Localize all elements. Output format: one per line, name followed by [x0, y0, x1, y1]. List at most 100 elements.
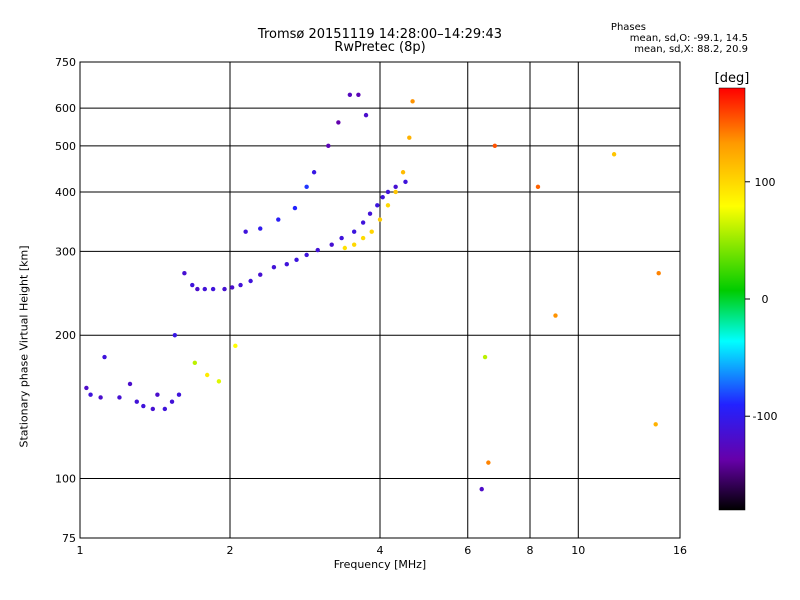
data-point: [271, 264, 277, 270]
grid: [80, 62, 680, 538]
data-point: [229, 285, 235, 290]
y-tick-label: 200: [55, 329, 76, 342]
data-point: [276, 217, 281, 222]
data-point: [329, 242, 334, 247]
data-point: [393, 189, 398, 195]
x-tick-label: 4: [377, 544, 384, 557]
y-tick-label: 400: [55, 186, 76, 199]
data-point: [182, 271, 187, 276]
data-point: [155, 392, 160, 397]
data-point: [535, 184, 541, 190]
data-point: [656, 271, 661, 276]
data-point: [653, 422, 658, 427]
data-point: [190, 282, 195, 288]
colorbar-label: [deg]: [715, 71, 750, 86]
data-point: [410, 99, 415, 104]
x-tick-label: 1: [77, 544, 84, 557]
data-point: [356, 92, 361, 97]
y-tick-label: 100: [55, 473, 76, 486]
data-point: [233, 343, 238, 349]
y-tick-label: 75: [62, 532, 76, 545]
data-point: [553, 313, 558, 318]
data-point: [367, 211, 373, 216]
data-point: [238, 282, 243, 288]
data-point: [210, 286, 216, 292]
colorbar-tick-label: 0: [762, 293, 769, 306]
data-point: [222, 286, 227, 292]
data-point: [162, 406, 168, 412]
y-tick-label: 750: [55, 56, 76, 69]
data-point: [243, 229, 248, 234]
data-point: [258, 272, 263, 277]
data-point: [248, 278, 253, 284]
data-point: [117, 395, 122, 400]
colorbar-ticks: 100 0 -100: [745, 176, 777, 423]
data-point: [369, 229, 374, 234]
data-point: [400, 170, 406, 175]
data-point: [385, 203, 391, 208]
data-point: [479, 486, 484, 492]
data-point: [258, 226, 263, 231]
data-point: [304, 184, 309, 190]
y-tick-label: 600: [55, 102, 76, 115]
data-point: [336, 120, 341, 125]
data-point: [342, 245, 348, 251]
data-point: [84, 385, 89, 391]
data-point: [204, 372, 210, 378]
data-point: [492, 143, 498, 149]
data-point: [150, 406, 156, 412]
stats-header: Phases: [610, 22, 646, 33]
data-point: [380, 194, 385, 200]
data-point: [292, 205, 298, 211]
data-point: [486, 460, 491, 465]
x-tick-label: 10: [571, 544, 585, 557]
data-point: [195, 286, 200, 292]
data-point: [326, 143, 331, 149]
data-point: [363, 112, 369, 118]
x-axis-label: Frequency [MHz]: [333, 558, 427, 571]
data-point: [611, 152, 617, 157]
data-point: [294, 257, 299, 263]
chart-subtitle: RwPretec (8p): [334, 40, 426, 55]
colorbar: [718, 87, 746, 511]
data-point: [375, 203, 380, 208]
chart-title: Tromsø 20151119 14:28:00–14:29:43: [257, 27, 503, 42]
data-point: [88, 392, 93, 397]
x-tick-label: 6: [464, 544, 471, 557]
data-point: [360, 220, 366, 225]
data-point: [377, 217, 383, 222]
data-point: [216, 379, 222, 384]
x-tick-label: 2: [227, 544, 234, 557]
data-point: [102, 354, 107, 360]
data-point: [407, 135, 412, 140]
data-point: [360, 235, 366, 241]
data-point: [347, 92, 353, 97]
data-point: [385, 189, 391, 195]
data-point: [339, 235, 344, 241]
data-points: [84, 92, 661, 492]
data-point: [393, 184, 398, 190]
y-tick-label: 500: [55, 140, 76, 153]
data-point: [351, 242, 357, 247]
colorbar-tick-label: 100: [755, 176, 776, 189]
data-point: [141, 403, 146, 409]
data-point: [169, 399, 175, 404]
data-point: [192, 360, 198, 366]
ticks: 1 2 4 6 8 10 16 75 100 200 300 400 500 600 750: [55, 56, 687, 557]
data-point: [284, 262, 289, 267]
data-point: [482, 354, 488, 360]
colorbar-tick-label: -100: [753, 410, 778, 423]
stats-o-mode: mean, sd,O: -99.1, 14.5: [629, 33, 748, 44]
y-tick-label: 300: [55, 245, 76, 258]
data-point: [172, 333, 178, 338]
data-point: [134, 399, 139, 404]
data-point: [176, 392, 182, 397]
x-tick-label: 8: [527, 544, 534, 557]
data-point: [351, 229, 357, 234]
data-point: [202, 286, 207, 292]
data-point: [304, 252, 309, 258]
data-point: [403, 179, 408, 185]
data-point: [315, 247, 320, 253]
data-point: [127, 381, 133, 387]
